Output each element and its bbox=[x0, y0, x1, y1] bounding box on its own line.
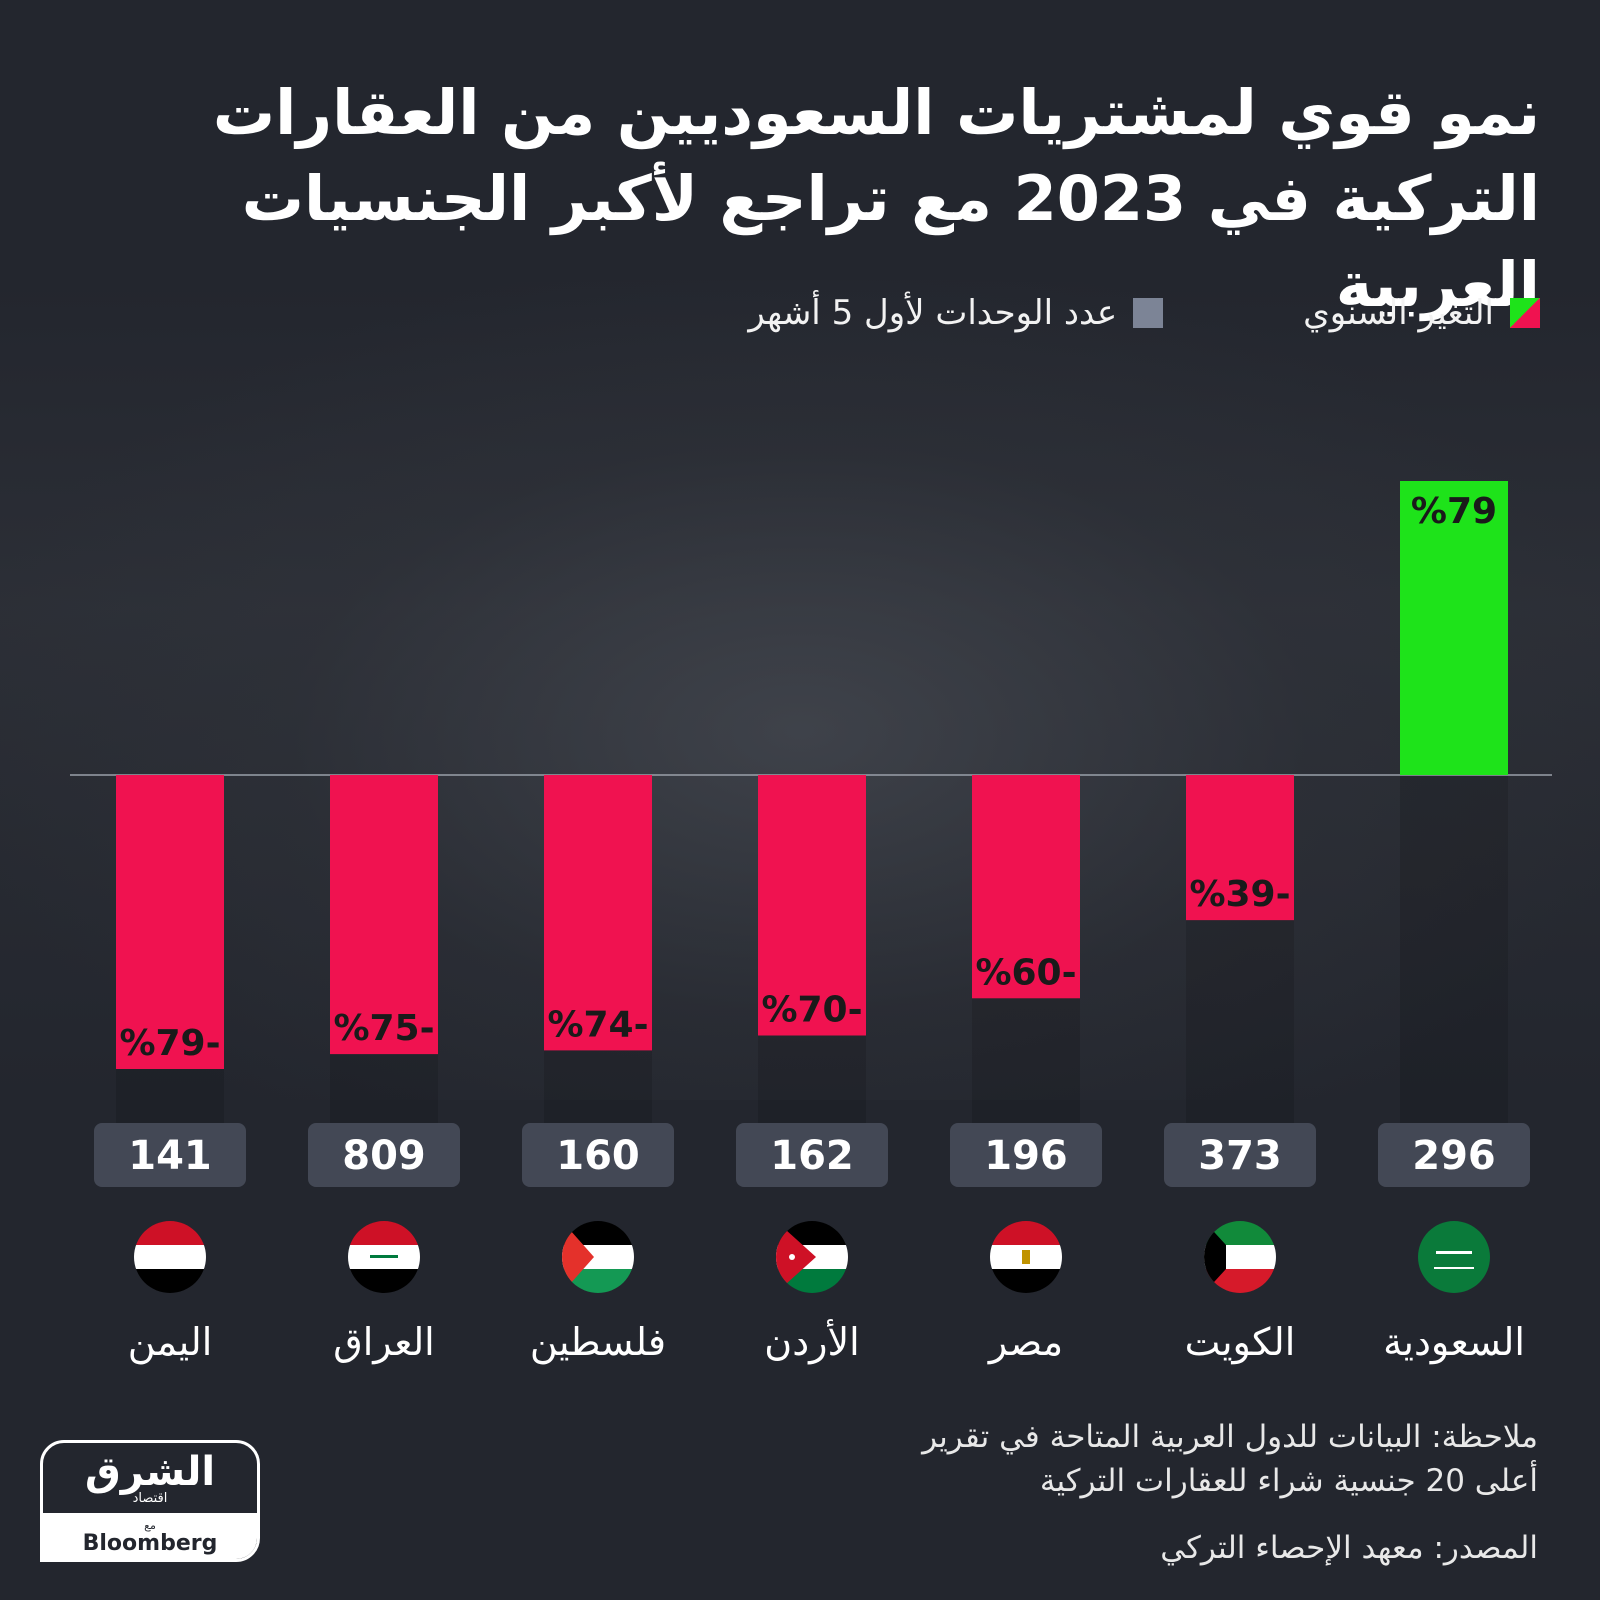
bar-label-5: %75- bbox=[333, 1008, 434, 1049]
source: المصدر: معهد الإحصاء التركي bbox=[1160, 1530, 1538, 1566]
legend-item-units: عدد الوحدات لأول 5 أشهر bbox=[748, 293, 1164, 333]
logo-partner-area: مع Bloomberg bbox=[43, 1513, 257, 1559]
logo-brand-area: الشرق اقتصاد bbox=[43, 1443, 257, 1513]
iraq-flag-icon bbox=[348, 1221, 420, 1293]
jordan-flag-icon bbox=[776, 1221, 848, 1293]
unit-box-0 bbox=[1378, 1123, 1530, 1187]
note-line-1: ملاحظة: البيانات للدول العربية المتاحة ف… bbox=[922, 1419, 1538, 1455]
legend-item-change: التغير السنوي bbox=[1303, 293, 1540, 333]
saudi-flag-icon bbox=[1418, 1221, 1490, 1293]
title-line-1: نمو قوي لمشتريات السعوديين من العقارات bbox=[212, 76, 1540, 149]
country-label-0: السعودية bbox=[1383, 1320, 1525, 1365]
asharq-bloomberg-logo: الشرق اقتصاد مع Bloomberg bbox=[40, 1440, 260, 1562]
bar-1 bbox=[1186, 775, 1294, 921]
kuwait-flag-icon bbox=[1204, 1221, 1276, 1293]
logo-partner: Bloomberg bbox=[82, 1530, 218, 1556]
bar-label-2: %60- bbox=[975, 952, 1076, 993]
bar-5 bbox=[330, 775, 438, 1055]
logo-brand: الشرق bbox=[84, 1448, 216, 1495]
bar-shadow-column bbox=[1400, 775, 1508, 1135]
unit-box-6 bbox=[94, 1123, 246, 1187]
bar-6 bbox=[116, 775, 224, 1069]
country-label-3: الأردن bbox=[764, 1318, 859, 1364]
bar-label-3: %70- bbox=[761, 990, 862, 1031]
unit-box-5 bbox=[308, 1123, 460, 1187]
unit-value-1: 373 bbox=[1198, 1133, 1282, 1179]
country-label-5: العراق bbox=[333, 1320, 434, 1365]
unit-value-5: 809 bbox=[342, 1133, 426, 1179]
legend-swatch-units bbox=[1133, 298, 1164, 328]
legend-swatch-change bbox=[1510, 298, 1540, 328]
egypt-flag-icon bbox=[990, 1221, 1062, 1293]
bar-4 bbox=[544, 775, 652, 1051]
bar-label-0: %79 bbox=[1411, 491, 1497, 532]
unit-box-4 bbox=[522, 1123, 674, 1187]
country-label-6: اليمن bbox=[128, 1320, 213, 1365]
legend: التغير السنوي عدد الوحدات لأول 5 أشهر bbox=[748, 288, 1540, 338]
unit-value-6: 141 bbox=[128, 1133, 212, 1179]
unit-value-2: 196 bbox=[984, 1133, 1068, 1179]
bar-0 bbox=[1400, 481, 1508, 775]
bar-2 bbox=[972, 775, 1080, 999]
title-line-2: التركية في 2023 مع تراجع لأكبر الجنسيات … bbox=[241, 162, 1540, 321]
bar-3 bbox=[758, 775, 866, 1036]
unit-box-1 bbox=[1164, 1123, 1316, 1187]
legend-label-units: عدد الوحدات لأول 5 أشهر bbox=[748, 293, 1118, 333]
logo-with: مع bbox=[144, 1518, 156, 1532]
country-label-1: الكويت bbox=[1185, 1320, 1296, 1365]
bar-label-4: %74- bbox=[547, 1004, 648, 1045]
unit-value-0: 296 bbox=[1412, 1133, 1496, 1179]
yemen-flag-icon bbox=[134, 1221, 206, 1293]
chart-title: نمو قوي لمشتريات السعوديين من العقارات ا… bbox=[60, 70, 1540, 328]
unit-value-3: 162 bbox=[770, 1133, 854, 1179]
country-label-4: فلسطين bbox=[530, 1320, 666, 1365]
note-line-2: أعلى 20 جنسية شراء للعقارات التركية bbox=[1039, 1463, 1538, 1499]
bar-label-6: %79- bbox=[119, 1023, 220, 1064]
unit-value-4: 160 bbox=[556, 1133, 640, 1179]
country-label-2: مصر bbox=[987, 1320, 1063, 1365]
logo-sub: اقتصاد bbox=[132, 1490, 168, 1506]
unit-box-2 bbox=[950, 1123, 1102, 1187]
bar-label-1: %39- bbox=[1189, 874, 1290, 915]
unit-box-3 bbox=[736, 1123, 888, 1187]
note: ملاحظة: البيانات للدول العربية المتاحة ف… bbox=[538, 1415, 1538, 1503]
palestine-flag-icon bbox=[562, 1221, 634, 1293]
legend-label-change: التغير السنوي bbox=[1303, 293, 1494, 333]
